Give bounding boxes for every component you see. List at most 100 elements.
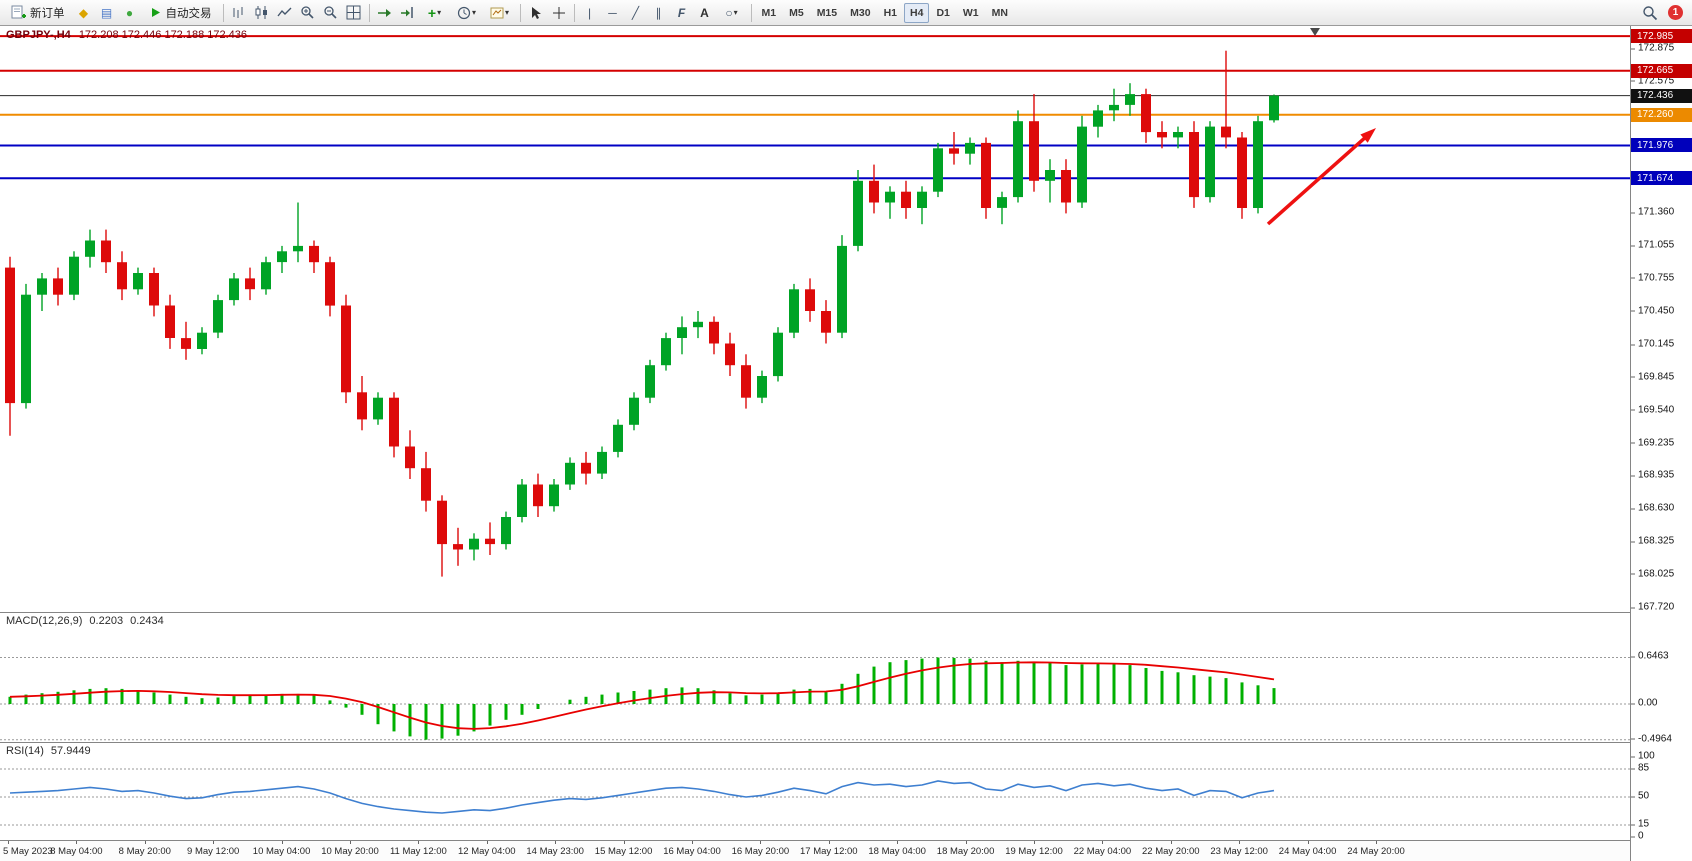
timeframe-w1[interactable]: W1 [962,6,979,19]
candle [741,354,751,409]
fibonacci-tool-button[interactable]: F [671,2,693,24]
timeframe-mn[interactable]: MN [991,6,1008,19]
candle [1045,159,1055,203]
trend-arrow-annotation[interactable] [1266,132,1371,226]
macd-main-value: 0.2203 [89,615,124,627]
time-tick [144,841,146,844]
zoom-in-button[interactable] [297,2,319,24]
chart-shift-button[interactable] [397,2,419,24]
time-tick [965,841,967,844]
rsi-value: 57.9449 [50,745,91,757]
candle [341,294,351,404]
chart-profiles-icon: ◆ [78,5,89,20]
rsi-panel[interactable]: RSI(14) 57.9449 [0,742,1630,840]
channel-tool-button[interactable]: ∥ [648,2,670,24]
bar-chart-icon [233,7,243,18]
price-axis[interactable]: 172.875 172.575 171.360 171.055 170.755 170.4… [1630,26,1692,861]
candle [437,495,447,577]
zoom-out-button[interactable] [320,2,342,24]
candle [181,321,191,360]
hline-tool-button[interactable]: ─ [602,2,624,24]
candle [1269,94,1279,123]
auto-scroll-button[interactable] [374,2,396,24]
candle [805,278,815,322]
macd-indicator-label: MACD(12,26,9) [6,615,83,627]
candle [37,273,47,311]
candle [1221,50,1231,149]
trend-arrow-head[interactable] [1360,128,1376,143]
timeframe-m1[interactable]: M1 [761,6,777,19]
time-label: 16 May 04:00 [663,846,721,857]
auto-scroll-icon [378,9,391,17]
new-order-button[interactable]: 新订单 [4,2,72,24]
data-window-icon: ▤ [100,5,113,20]
time-label: 24 May 20:00 [1347,846,1405,857]
data-window-button[interactable]: ▤ [96,2,118,24]
candle [581,451,591,485]
time-axis[interactable]: 5 May 2023 8 May 04:00 8 May 20:00 9 May 12… [0,840,1630,861]
community-button[interactable]: ● [119,2,141,24]
macd-scale-label: 0.6463 [1631,650,1669,662]
candle [5,256,15,436]
timeframe-d1[interactable]: D1 [936,6,950,19]
price-tick: 169.235 [1630,437,1675,449]
time-label: 22 May 04:00 [1073,846,1132,857]
cursor-tool-button[interactable] [525,2,547,24]
candle [725,332,735,376]
toolbar-separator [750,3,752,22]
candle [405,430,415,479]
price-tick: 168.935 [1630,469,1675,481]
candlestick-type-button[interactable] [251,2,273,24]
candle [917,186,927,225]
candle [1077,115,1087,208]
timeframe-h1[interactable]: H1 [883,6,897,19]
vline-tool-button[interactable]: | [579,2,601,24]
bar-chart-type-button[interactable] [228,2,250,24]
candle [1189,121,1199,208]
candle [357,376,367,431]
indicators-button[interactable]: + ▾ [420,2,450,24]
candle [1253,115,1263,214]
timeframe-m5[interactable]: M5 [789,6,804,19]
price-label-box: 172.260 [1631,107,1692,122]
candle [501,511,511,550]
candle [1125,83,1135,116]
price-tick: 171.055 [1630,239,1675,251]
candle [645,359,655,404]
timeframe-m30[interactable]: M30 [850,6,871,19]
time-tick [350,841,351,844]
chevron-down-icon: ▾ [471,8,476,17]
tile-windows-button[interactable] [343,2,365,24]
chart-shift-icon [401,7,413,18]
price-tick: 172.875 [1630,42,1675,54]
trendline-tool-button[interactable]: ╱ [625,2,647,24]
periods-button[interactable]: ▾ [451,2,483,24]
autotrading-button[interactable]: 自动交易 [142,2,219,24]
symbol-period-label: GBPJPY-,H4 [6,29,71,41]
candle [677,316,687,355]
timeframe-m15[interactable]: M15 [816,6,838,19]
macd-panel[interactable]: MACD(12,26,9) 0.2203 0.2434 [0,612,1630,742]
timeframe-h4[interactable]: H4 [904,2,930,23]
line-chart-type-button[interactable] [274,2,296,24]
time-label: 8 May 04:00 [50,846,103,857]
candle [613,419,623,458]
notification-badge[interactable]: 1 [1668,5,1683,20]
templates-button[interactable]: ▾ [484,2,516,24]
crosshair-tool-button[interactable] [548,2,570,24]
main-chart-panel[interactable]: GBPJPY-,H4 172.208 172.446 172.188 172.4… [0,26,1630,612]
rsi-indicator-label: RSI(14) [6,745,44,757]
candle [53,267,63,306]
macd-signal-value: 0.2434 [130,615,164,627]
time-label: 5 May 2023 [3,846,53,857]
candlestick-icon [255,6,267,19]
chart-profiles-button[interactable]: ◆ [73,2,95,24]
text-tool-button[interactable]: A [694,2,716,24]
search-button[interactable] [1639,2,1661,24]
shapes-tool-button[interactable]: ○ ▾ [717,2,747,24]
time-tick [555,841,557,844]
indicators-plus-icon: + [427,4,437,21]
chart-shift-marker-icon[interactable] [1310,28,1320,36]
shapes-icon: ○ [725,5,733,20]
rsi-scale-label: 85 [1630,762,1650,774]
